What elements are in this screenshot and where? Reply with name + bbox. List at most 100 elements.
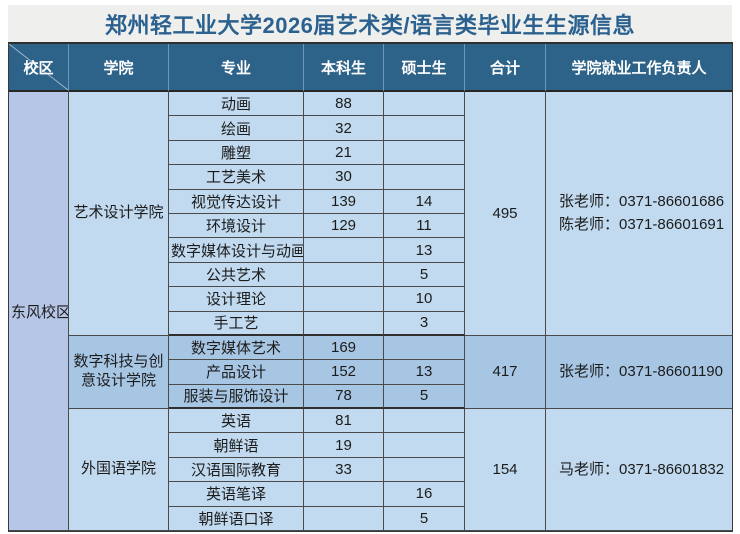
total-cell: 495 [465,92,546,336]
table-row: 产品设计 152 13 [9,360,732,385]
masters-cell: 13 [384,238,465,263]
contact-cell: 张老师：0371-86601190 [546,335,732,410]
header-row: 校区 学院 专业 本科生 硕士生 合计 学院就业工作负责人 [9,44,732,92]
masters-cell [384,140,465,166]
major-cell: 设计理论 [169,287,304,312]
masters-cell [384,433,465,458]
major-cell: 汉语国际教育 [169,457,304,483]
undergrad-cell [304,506,384,532]
undergrad-cell [304,262,384,288]
undergrad-cell: 129 [304,213,384,239]
masters-cell [384,409,465,434]
major-cell: 视觉传达设计 [169,189,304,214]
major-cell: 绘画 [169,116,304,141]
major-cell: 英语笔译 [169,482,304,507]
header-major: 专业 [169,44,304,92]
major-cell: 英语 [169,409,304,434]
campus-cell: 东风校区 [9,92,69,532]
table-row: 朝鲜语口译 5 [9,506,732,532]
total-cell: 417 [465,335,546,410]
header-contact: 学院就业工作负责人 [546,44,732,92]
table-row: 设计理论 10 [9,287,732,312]
undergrad-cell: 33 [304,457,384,483]
masters-cell: 16 [384,482,465,507]
undergrad-cell: 32 [304,116,384,141]
major-cell: 手工艺 [169,311,304,336]
contact-line: 张老师：0371-86601190 [559,363,723,381]
contact-cell: 张老师：0371-86601686 陈老师：0371-86601691 [546,92,732,336]
undergrad-cell: 19 [304,433,384,458]
masters-cell: 10 [384,287,465,312]
table-row: 朝鲜语 19 [9,433,732,458]
masters-cell [384,457,465,483]
table-row: 环境设计 129 11 [9,213,732,239]
undergrad-cell: 78 [304,384,384,410]
header-college: 学院 [69,44,169,92]
table-row: 数字科技与创意设计学院 数字媒体艺术 169 417 张老师：0371-86601190 [9,335,732,410]
table-row: 手工艺 3 [9,311,732,336]
masters-cell: 5 [384,384,465,410]
roster-sheet: 郑州轻工业大学2026届艺术类/语言类毕业生生源信息 校区 学院 专业 本科生 … [8,5,733,533]
major-cell: 数字媒体艺术 [169,335,304,361]
undergrad-cell [304,482,384,507]
header-campus-label: 校区 [23,59,54,77]
major-cell: 工艺美术 [169,165,304,190]
major-cell: 环境设计 [169,213,304,239]
college-cell: 数字科技与创意设计学院 [69,335,169,410]
major-cell: 公共艺术 [169,262,304,288]
roster-table: 校区 学院 专业 本科生 硕士生 合计 学院就业工作负责人 东风校区 艺术设计学院… [8,42,733,533]
undergrad-cell: 88 [304,92,384,117]
undergrad-cell: 30 [304,165,384,190]
masters-cell [384,92,465,117]
table-row: 外国语学院 英语 81 154 马老师：0371-86601832 [9,409,732,532]
college-cell: 艺术设计学院 [69,92,169,336]
undergrad-cell [304,287,384,312]
college-cell: 外国语学院 [69,409,169,532]
major-cell: 数字媒体设计与动画 [169,238,304,263]
major-cell: 朝鲜语口译 [169,506,304,532]
contact-line: 马老师：0371-86601832 [559,460,725,478]
major-cell: 动画 [169,92,304,117]
table-body: 东风校区 艺术设计学院 动画 88 495 张老师：0371-86601686 陈老师：03… [9,92,732,532]
masters-cell: 11 [384,213,465,239]
header-masters: 硕士生 [384,44,465,92]
masters-cell: 13 [384,360,465,385]
diagonal-split-line [9,44,68,90]
undergrad-cell: 81 [304,409,384,434]
undergrad-cell: 21 [304,140,384,166]
masters-cell: 5 [384,262,465,288]
table-row: 公共艺术 5 [9,262,732,288]
table-row: 工艺美术 30 [9,165,732,190]
page-title: 郑州轻工业大学2026届艺术类/语言类毕业生生源信息 [8,5,732,42]
contact-line: 陈老师：0371-86601691 [559,216,725,234]
undergrad-cell [304,311,384,336]
undergrad-cell: 152 [304,360,384,385]
table-row: 雕塑 21 [9,140,732,166]
masters-cell [384,335,465,361]
masters-cell: 14 [384,189,465,214]
contact-line: 张老师：0371-86601686 [559,193,725,211]
header-undergrad: 本科生 [304,44,384,92]
major-cell: 雕塑 [169,140,304,166]
masters-cell: 5 [384,506,465,532]
table-row: 服装与服饰设计 78 5 [9,384,732,410]
undergrad-cell [304,238,384,263]
table-row: 汉语国际教育 33 [9,457,732,483]
major-cell: 产品设计 [169,360,304,385]
undergrad-cell: 169 [304,335,384,361]
contact-cell: 马老师：0371-86601832 [546,409,732,532]
table-row: 数字媒体设计与动画 13 [9,238,732,263]
masters-cell [384,165,465,190]
undergrad-cell: 139 [304,189,384,214]
major-cell: 服装与服饰设计 [169,384,304,410]
table-row: 英语笔译 16 [9,482,732,507]
masters-cell [384,116,465,141]
table-row: 绘画 32 [9,116,732,141]
table-row: 视觉传达设计 139 14 [9,189,732,214]
masters-cell: 3 [384,311,465,336]
major-cell: 朝鲜语 [169,433,304,458]
table-row: 东风校区 艺术设计学院 动画 88 495 张老师：0371-86601686 陈老师：03… [9,92,732,532]
header-campus: 校区 [9,44,69,92]
total-cell: 154 [465,409,546,532]
header-total: 合计 [465,44,546,92]
